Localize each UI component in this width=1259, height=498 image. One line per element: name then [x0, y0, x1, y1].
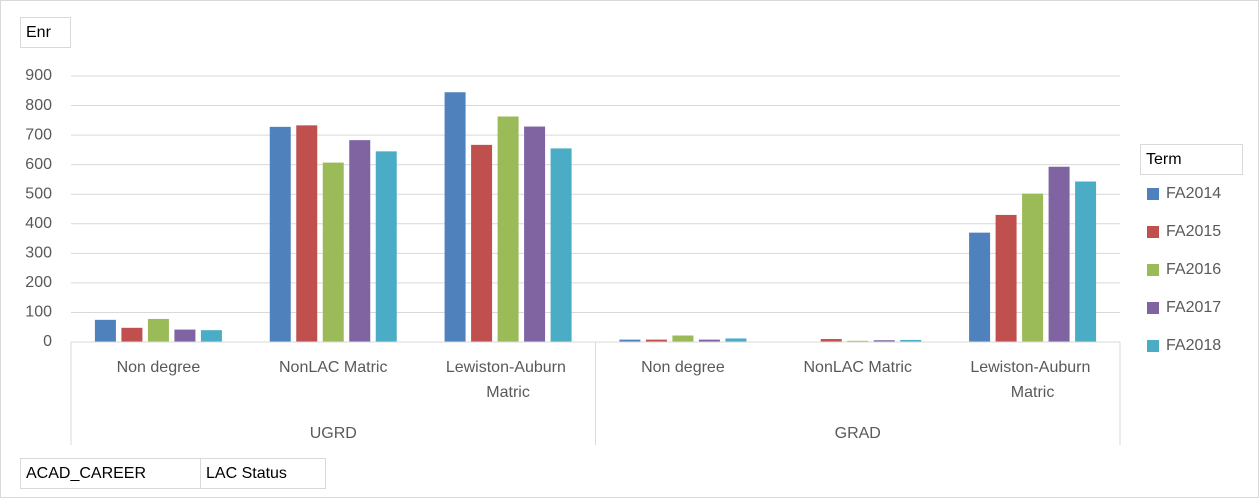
bar: [497, 116, 519, 342]
legend-label: FA2015: [1166, 223, 1221, 240]
bar: [698, 339, 720, 342]
field-button[interactable]: [200, 458, 326, 489]
y-tick-label: 600: [25, 156, 52, 173]
bar: [200, 330, 222, 342]
bar: [444, 92, 466, 342]
field-button[interactable]: [20, 17, 71, 48]
bar: [121, 327, 143, 342]
y-tick-label: 900: [25, 67, 52, 84]
field-button-label: LAC Status: [206, 465, 287, 482]
group-label: GRAD: [835, 425, 881, 442]
bar: [471, 144, 493, 342]
legend-label: FA2014: [1166, 185, 1221, 202]
y-tick-label: 400: [25, 215, 52, 232]
bar: [269, 126, 291, 342]
bar: [550, 148, 572, 342]
bar: [1022, 193, 1044, 342]
bar: [645, 339, 667, 342]
x-tick-label: NonLAC Matric: [279, 359, 387, 376]
legend-swatch: [1147, 264, 1159, 276]
bar: [820, 339, 842, 342]
bar: [94, 319, 116, 342]
legend-title-box: [1140, 144, 1243, 175]
x-tick-label: Lewiston-Auburn Matric: [970, 359, 1095, 401]
bar: [375, 151, 397, 342]
x-tick-label: Lewiston-Auburn Matric: [446, 359, 571, 401]
x-tick-label: Non degree: [641, 359, 725, 376]
y-tick-label: 700: [25, 126, 52, 143]
y-tick-label: 0: [43, 333, 52, 350]
bar: [174, 329, 196, 342]
legend-title: Term: [1146, 151, 1182, 168]
legend-swatch: [1147, 302, 1159, 314]
bar: [296, 125, 318, 342]
y-axis-label: Enr: [26, 24, 52, 41]
x-tick-label: Non degree: [117, 359, 201, 376]
bar: [969, 232, 991, 342]
field-button-label: ACAD_CAREER: [26, 465, 146, 482]
bar: [1075, 181, 1097, 342]
bar: [725, 338, 747, 342]
y-tick-label: 500: [25, 185, 52, 202]
bar: [524, 126, 546, 342]
field-button[interactable]: [20, 458, 201, 489]
y-tick-label: 200: [25, 274, 52, 291]
bar: [349, 140, 371, 342]
bar: [672, 335, 694, 342]
bar: [995, 214, 1017, 342]
bar: [1048, 166, 1070, 342]
x-tick-label: NonLAC Matric: [804, 359, 912, 376]
legend-swatch: [1147, 188, 1159, 200]
bar: [873, 340, 895, 342]
y-tick-label: 300: [25, 245, 52, 262]
bar: [147, 318, 169, 342]
group-label: UGRD: [310, 425, 357, 442]
legend-label: FA2017: [1166, 299, 1221, 316]
legend-swatch: [1147, 226, 1159, 238]
legend-swatch: [1147, 340, 1159, 352]
y-tick-label: 100: [25, 304, 52, 321]
y-tick-label: 800: [25, 97, 52, 114]
legend-label: FA2016: [1166, 261, 1221, 278]
bar: [619, 339, 641, 342]
bar: [847, 340, 869, 342]
legend-label: FA2018: [1166, 337, 1221, 354]
bar: [322, 162, 344, 342]
bar: [900, 339, 922, 342]
